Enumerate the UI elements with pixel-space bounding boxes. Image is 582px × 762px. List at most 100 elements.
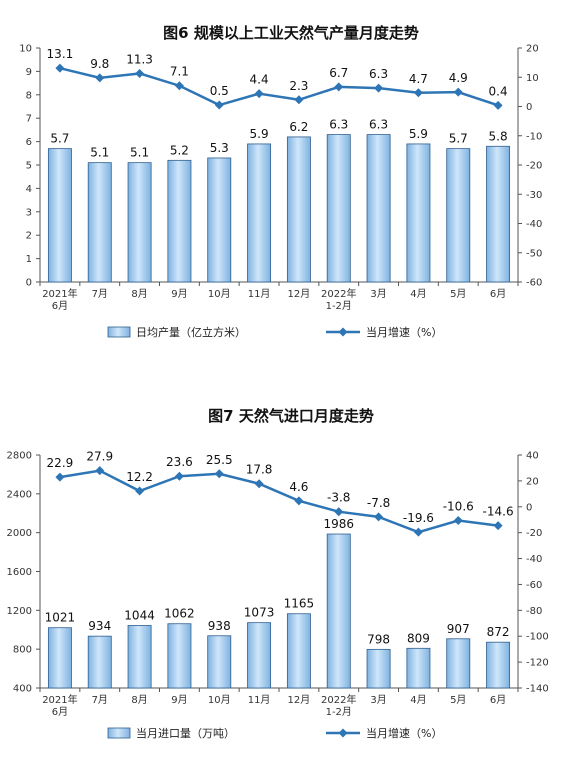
line-value-label: 12.2 — [126, 470, 153, 484]
line-value-label: 0.5 — [210, 84, 229, 98]
line-value-label: 23.6 — [166, 455, 193, 469]
left-tick-label: 800 — [13, 645, 32, 656]
right-tick-label: -50 — [526, 248, 542, 259]
left-tick-label: 4 — [26, 184, 32, 195]
left-tick-label: 8 — [26, 90, 32, 101]
x-tick-label: 5月 — [450, 288, 466, 300]
line-value-label: 0.4 — [489, 84, 508, 98]
left-tick-label: 1 — [26, 254, 32, 265]
x-tick-label: 6月 — [490, 288, 506, 300]
left-tick-label: 5 — [26, 161, 32, 172]
right-tick-label: 10 — [526, 73, 539, 84]
bar — [366, 648, 391, 689]
line-point — [254, 479, 264, 489]
line-point — [294, 496, 304, 506]
line-value-label: 17.8 — [246, 463, 273, 477]
x-tick-label: 11月 — [248, 694, 271, 706]
bar-value-label: 1044 — [124, 608, 155, 622]
bar-value-label: 5.7 — [50, 132, 69, 146]
x-tick-label: 12月 — [288, 694, 311, 706]
line-point — [413, 527, 423, 537]
right-tick-label: 20 — [526, 44, 539, 55]
chart-2: 图7 天然气进口月度走势40080012001600200024002800-1… — [7, 407, 549, 740]
line-value-label: 11.3 — [126, 52, 153, 66]
x-tick-label: 5月 — [450, 694, 466, 706]
growth-line — [59, 66, 499, 107]
line-value-label: -19.6 — [403, 511, 434, 525]
x-tick-label: 2021年 — [42, 693, 77, 706]
bar-value-label: 798 — [367, 632, 390, 646]
legend-bar-label: 当月进口量（万吨） — [136, 726, 235, 740]
x-tick-label: 3月 — [370, 288, 386, 300]
bar — [446, 638, 471, 689]
left-tick-label: 0 — [26, 278, 32, 289]
left-tick-label: 1600 — [7, 567, 32, 578]
x-tick-label: 1-2月 — [326, 706, 352, 718]
right-tick-label: -20 — [526, 528, 542, 539]
line-value-label: -14.6 — [483, 505, 514, 519]
bar — [247, 622, 272, 689]
legend: 当月进口量（万吨） 当月增速（%） — [107, 726, 442, 740]
bar — [127, 162, 152, 283]
bar-value-label: 1165 — [284, 597, 315, 611]
legend-line-marker — [338, 327, 348, 337]
line-point — [493, 100, 503, 110]
right-tick-label: -30 — [526, 190, 542, 201]
bar-value-label: 5.2 — [170, 143, 189, 157]
left-tick-label: 6 — [26, 137, 32, 148]
bar — [207, 635, 232, 689]
bar — [167, 623, 192, 689]
line-point — [174, 81, 184, 91]
right-tick-label: 40 — [526, 451, 539, 462]
bar-value-label: 5.1 — [130, 146, 149, 160]
line-point — [334, 507, 344, 517]
chart-title: 图6 规模以上工业天然气产量月度走势 — [163, 24, 419, 42]
bar-value-label: 6.3 — [369, 118, 388, 132]
right-tick-label: -40 — [526, 554, 542, 565]
line-point — [413, 88, 423, 98]
bar-value-label: 1073 — [244, 606, 275, 620]
line-point — [453, 515, 463, 525]
line-point — [95, 73, 105, 83]
line-point — [55, 472, 65, 482]
right-tick-label: -40 — [526, 219, 542, 230]
x-tick-label: 2021年 — [42, 287, 77, 300]
line-value-label: -10.6 — [443, 499, 474, 513]
line-point — [214, 469, 224, 479]
x-tick-label: 9月 — [171, 694, 187, 706]
x-tick-label: 3月 — [370, 694, 386, 706]
bar — [47, 627, 72, 689]
bar — [406, 143, 431, 283]
line-value-label: -3.8 — [327, 491, 350, 505]
legend-line-marker — [338, 728, 348, 738]
left-tick-label: 2800 — [7, 451, 32, 462]
left-tick-label: 3 — [26, 207, 32, 218]
bar — [446, 148, 471, 283]
bar-value-label: 6.3 — [329, 118, 348, 132]
bar-value-label: 907 — [447, 622, 470, 636]
x-tick-label: 11月 — [248, 288, 271, 300]
x-tick-label: 1-2月 — [326, 300, 352, 312]
bar — [366, 134, 391, 283]
line-point — [493, 521, 503, 531]
bar-value-label: 938 — [208, 619, 231, 633]
x-tick-label: 6月 — [52, 300, 68, 312]
bar-value-label: 5.7 — [449, 132, 468, 146]
left-tick-label: 400 — [13, 684, 32, 695]
legend-bar-label: 日均产量（亿立方米） — [136, 325, 246, 339]
bar — [207, 157, 232, 283]
bar — [247, 143, 272, 283]
left-tick-label: 2 — [26, 231, 32, 242]
x-tick-label: 2022年 — [321, 287, 356, 300]
x-tick-label: 6月 — [490, 694, 506, 706]
bar-value-label: 1021 — [45, 611, 76, 625]
line-value-label: 4.4 — [250, 73, 269, 87]
bar — [87, 635, 112, 689]
line-point — [214, 100, 224, 110]
x-tick-label: 4月 — [410, 288, 426, 300]
right-tick-label: -10 — [526, 131, 542, 142]
bar-value-label: 5.1 — [90, 146, 109, 160]
line-value-label: 6.3 — [369, 67, 388, 81]
